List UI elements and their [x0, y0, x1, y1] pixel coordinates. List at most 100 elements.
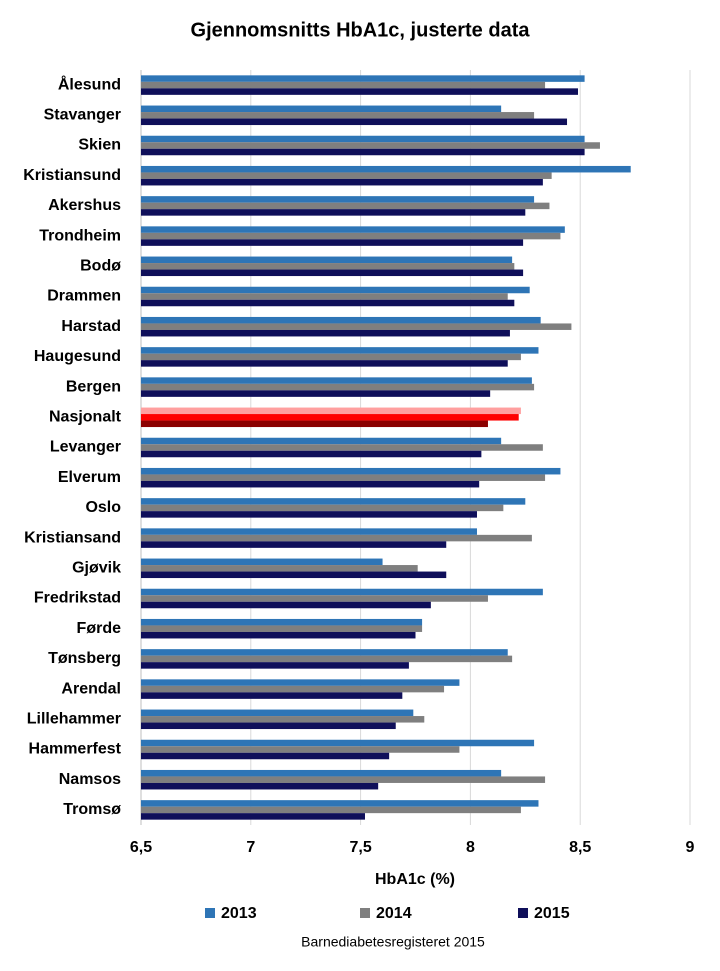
bar: [141, 649, 508, 656]
y-tick-label: Hammerfest: [29, 741, 122, 758]
y-tick-label: Harstad: [61, 318, 121, 335]
y-tick-label: Tromsø: [63, 801, 121, 818]
bar: [141, 232, 561, 240]
bar: [141, 752, 390, 760]
bar: [141, 256, 513, 264]
bar: [141, 178, 543, 186]
bar: [141, 142, 600, 149]
y-tick-label: Førde: [77, 620, 122, 637]
y-tick-label: Gjøvik: [72, 560, 121, 577]
bar: [141, 655, 513, 663]
bar: [141, 437, 502, 445]
bar: [141, 420, 488, 428]
y-tick-label: Skien: [78, 137, 121, 154]
y-tick-label: Drammen: [47, 288, 121, 305]
bar: [141, 390, 491, 397]
bar: [141, 601, 431, 609]
bar: [141, 511, 477, 518]
bar: [141, 360, 508, 367]
bar: [141, 286, 530, 294]
bar: [141, 679, 460, 686]
bar: [141, 769, 502, 777]
y-tick-label: Namsos: [59, 771, 121, 788]
bar: [141, 662, 409, 669]
bar: [141, 88, 579, 95]
x-tick-label: 7,5: [349, 839, 371, 856]
y-tick-label: Oslo: [85, 499, 121, 516]
bar: [141, 112, 535, 119]
bar: [141, 571, 447, 579]
bar: [141, 148, 585, 156]
bar: [141, 565, 418, 572]
bar: [141, 558, 383, 566]
bar: [141, 293, 508, 300]
y-tick-label: Tønsberg: [48, 650, 121, 667]
source: Barnediabetesregisteret 2015: [301, 934, 485, 950]
bar: [141, 480, 480, 488]
y-tick-label: Akershus: [48, 197, 121, 214]
bar: [141, 347, 539, 354]
y-tick-label: Bergen: [66, 378, 121, 395]
x-tick-label: 6,5: [130, 839, 152, 856]
y-tick-label: Trondheim: [39, 227, 121, 244]
bar: [141, 81, 546, 89]
bar: [141, 118, 568, 126]
bar: [141, 685, 445, 693]
bar: [141, 209, 526, 216]
bar: [141, 534, 532, 542]
y-tick-label: Fredrikstad: [34, 590, 121, 607]
bar: [141, 746, 460, 753]
y-tick-label: Haugesund: [34, 348, 121, 365]
bar: [141, 263, 515, 270]
x-tick-label: 8,5: [569, 839, 591, 856]
bar: [141, 800, 539, 807]
legend-swatch: [360, 908, 370, 918]
bar: [141, 782, 379, 790]
bar: [141, 541, 447, 548]
y-tick-label: Stavanger: [44, 107, 121, 124]
bar: [141, 239, 524, 246]
legend-label: 2015: [534, 905, 570, 922]
x-tick-label: 7: [246, 839, 255, 856]
bar: [141, 813, 365, 820]
bar: [141, 377, 532, 384]
legend-label: 2014: [376, 905, 412, 922]
bar: [141, 588, 543, 596]
bar: [141, 709, 414, 717]
bar: [141, 299, 515, 307]
y-tick-label: Arendal: [61, 680, 121, 697]
bar: [141, 450, 482, 458]
x-tick-label: 9: [686, 839, 695, 856]
y-tick-label: Lillehammer: [27, 711, 121, 728]
bar: [141, 498, 526, 505]
x-axis-title: HbA1c (%): [375, 871, 455, 888]
bar: [141, 165, 631, 173]
y-tick-label: Ålesund: [58, 74, 121, 93]
bar: [141, 631, 416, 639]
bar: [141, 202, 550, 210]
bar: [141, 444, 543, 451]
chart-title: Gjennomsnitts HbA1c, justerte data: [191, 19, 531, 41]
legend-label: 2013: [221, 905, 257, 922]
bar: [141, 474, 546, 481]
x-tick-label: 8: [466, 839, 475, 856]
bar: [141, 528, 477, 535]
y-tick-label: Bodø: [80, 258, 121, 275]
bar: [141, 383, 535, 391]
bar: [141, 316, 541, 324]
bar: [141, 353, 521, 361]
bar: [141, 269, 524, 277]
bar: [141, 135, 585, 143]
bar: [141, 105, 502, 113]
bar: [141, 722, 396, 730]
bar: [141, 226, 565, 233]
bar: [141, 504, 504, 512]
y-tick-label: Kristiansand: [24, 529, 121, 546]
bar: [141, 467, 561, 475]
legend-swatch: [205, 908, 215, 918]
bar: [141, 625, 423, 632]
bar: [141, 716, 425, 723]
bar: [141, 329, 510, 337]
y-tick-label: Kristiansund: [23, 167, 121, 184]
